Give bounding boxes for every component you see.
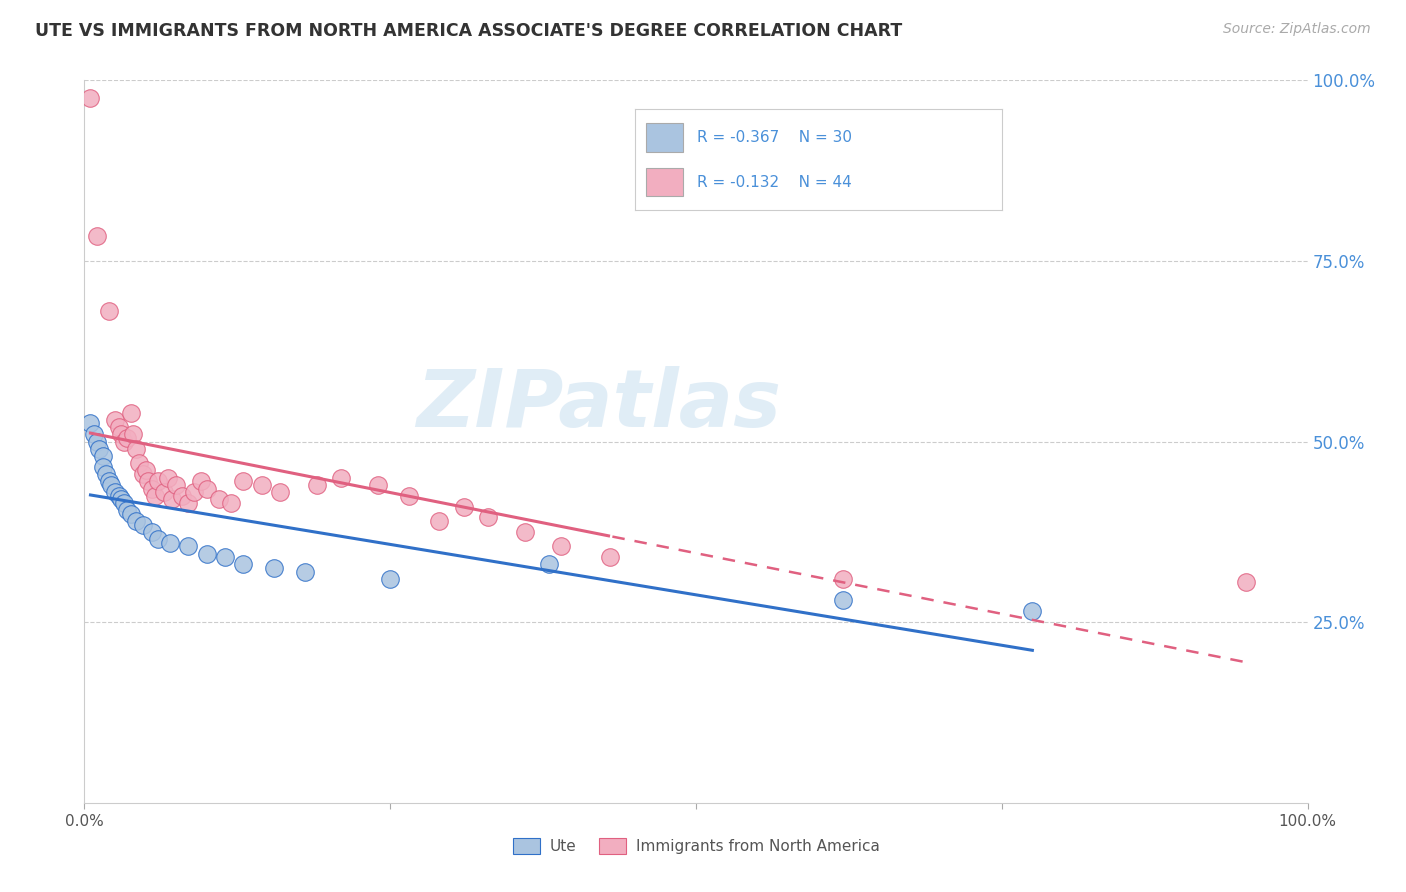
Point xyxy=(97,304,120,318)
Point xyxy=(79,417,101,431)
Point xyxy=(115,431,138,445)
Point xyxy=(125,442,148,456)
Point xyxy=(91,459,114,474)
Legend: Ute, Immigrants from North America: Ute, Immigrants from North America xyxy=(506,832,886,860)
Point xyxy=(162,492,184,507)
Point xyxy=(156,470,179,484)
Point xyxy=(177,496,200,510)
Point xyxy=(97,475,120,489)
Text: Source: ZipAtlas.com: Source: ZipAtlas.com xyxy=(1223,22,1371,37)
Point xyxy=(172,489,194,503)
Point xyxy=(177,539,200,553)
Point xyxy=(112,434,135,449)
Point xyxy=(146,475,169,489)
Point xyxy=(250,478,273,492)
Point xyxy=(87,442,110,456)
Point xyxy=(330,470,353,484)
Point xyxy=(132,517,155,532)
Point xyxy=(190,475,212,489)
Point xyxy=(110,427,132,442)
Point xyxy=(477,510,499,524)
Point xyxy=(165,478,187,492)
Point xyxy=(367,478,389,492)
Text: UTE VS IMMIGRANTS FROM NORTH AMERICA ASSOCIATE'S DEGREE CORRELATION CHART: UTE VS IMMIGRANTS FROM NORTH AMERICA ASS… xyxy=(35,22,903,40)
Point xyxy=(79,91,101,105)
Point xyxy=(136,475,159,489)
Point xyxy=(453,500,475,514)
Point xyxy=(1236,575,1258,590)
Point xyxy=(232,558,254,572)
Point xyxy=(132,467,155,481)
Point xyxy=(91,449,114,463)
Point xyxy=(195,482,218,496)
Point xyxy=(219,496,242,510)
Point xyxy=(146,532,169,546)
Point xyxy=(513,524,536,539)
Point xyxy=(263,561,285,575)
Point xyxy=(86,228,108,243)
Point xyxy=(305,478,328,492)
Point xyxy=(104,413,127,427)
Text: ZIPatlas: ZIPatlas xyxy=(416,367,780,444)
Point xyxy=(183,485,205,500)
Point xyxy=(120,406,142,420)
Point xyxy=(599,550,621,565)
Point xyxy=(159,535,181,549)
Point xyxy=(1021,604,1043,618)
Point xyxy=(208,492,231,507)
Point xyxy=(96,467,118,481)
Point xyxy=(107,420,129,434)
Point xyxy=(115,503,138,517)
Point xyxy=(141,524,163,539)
Point xyxy=(83,427,105,442)
Point xyxy=(214,550,236,565)
Point xyxy=(135,463,157,477)
Point xyxy=(269,485,291,500)
Point xyxy=(398,489,420,503)
Point xyxy=(143,489,166,503)
Point xyxy=(831,572,853,586)
Point xyxy=(125,514,148,528)
Point xyxy=(122,427,145,442)
Point xyxy=(141,482,163,496)
Point xyxy=(550,539,572,553)
Point xyxy=(232,475,254,489)
Point xyxy=(120,507,142,521)
Point xyxy=(538,558,561,572)
Point xyxy=(294,565,316,579)
Point xyxy=(153,485,176,500)
Point xyxy=(86,434,108,449)
Point xyxy=(104,485,127,500)
Point xyxy=(112,496,135,510)
Point xyxy=(380,572,402,586)
Point xyxy=(128,456,150,470)
Point xyxy=(107,489,129,503)
Point xyxy=(427,514,450,528)
Point xyxy=(831,593,853,607)
Point xyxy=(195,547,218,561)
Point xyxy=(100,478,122,492)
Point xyxy=(110,492,132,507)
